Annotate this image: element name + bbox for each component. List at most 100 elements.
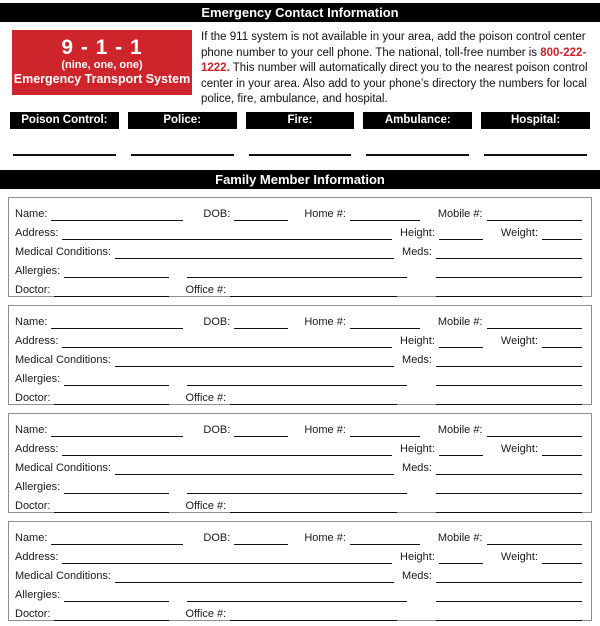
allergies-continued-field-line[interactable]	[187, 373, 408, 386]
meds-continued-field-line-2[interactable]	[436, 392, 582, 405]
meds-field-line[interactable]	[436, 462, 582, 475]
height-label: Height:	[400, 227, 435, 239]
doctor-field-line[interactable]	[54, 500, 170, 513]
home-phone-field-line[interactable]	[349, 208, 420, 221]
name-field-line[interactable]	[51, 208, 184, 221]
allergies-row: Allergies:	[15, 259, 582, 278]
family-member-block: Name: DOB: Home #: Mobile #: Address: He…	[8, 413, 592, 513]
doctor-field-line[interactable]	[54, 608, 170, 621]
doctor-field-line[interactable]	[54, 392, 170, 405]
weight-label: Weight:	[500, 443, 538, 455]
allergies-label: Allergies:	[15, 589, 61, 601]
medical-conditions-field-line[interactable]	[115, 570, 395, 583]
meds-label: Meds:	[402, 354, 432, 366]
name-label: Name:	[15, 424, 48, 436]
height-field-line[interactable]	[438, 335, 483, 348]
weight-field-line[interactable]	[542, 551, 582, 564]
allergies-field-line[interactable]	[64, 265, 170, 278]
address-field-line[interactable]	[62, 551, 393, 564]
weight-field-line[interactable]	[542, 443, 582, 456]
contact-column-ambulance: Ambulance:	[363, 112, 473, 156]
meds-continued-field-line-2[interactable]	[436, 284, 582, 297]
name-field-line[interactable]	[51, 532, 184, 545]
meds-continued-field-line[interactable]	[436, 265, 582, 278]
contact-column-police: Police:	[127, 112, 237, 156]
mobile-phone-field-line[interactable]	[486, 208, 582, 221]
name-label: Name:	[15, 532, 48, 544]
poison-control-field-line[interactable]	[13, 154, 116, 156]
address-field-line[interactable]	[62, 443, 393, 456]
medical-conditions-label: Medical Conditions:	[15, 570, 111, 582]
allergies-row: Allergies:	[15, 367, 582, 386]
police-label: Police:	[127, 112, 237, 129]
medical-conditions-field-line[interactable]	[115, 246, 395, 259]
office-phone-field-line[interactable]	[230, 284, 398, 297]
allergies-row: Allergies:	[15, 583, 582, 602]
office-phone-label: Office #:	[185, 608, 227, 620]
allergies-field-line[interactable]	[64, 589, 170, 602]
home-phone-field-line[interactable]	[349, 424, 420, 437]
emergency-contact-information-header: Emergency Contact Information	[0, 3, 600, 22]
height-field-line[interactable]	[438, 551, 483, 564]
medical-conditions-field-line[interactable]	[115, 354, 395, 367]
hospital-field-line[interactable]	[484, 154, 587, 156]
allergies-field-line[interactable]	[64, 481, 170, 494]
meds-label: Meds:	[402, 246, 432, 258]
allergies-label: Allergies:	[15, 481, 61, 493]
meds-continued-field-line-2[interactable]	[436, 500, 582, 513]
weight-field-line[interactable]	[542, 227, 582, 240]
meds-continued-field-line[interactable]	[436, 589, 582, 602]
ambulance-field-line[interactable]	[366, 154, 470, 156]
doctor-field-line[interactable]	[54, 284, 170, 297]
height-field-line[interactable]	[438, 443, 483, 456]
meds-field-line[interactable]	[436, 246, 582, 259]
family-member-information-title: Family Member Information	[215, 172, 385, 187]
office-phone-label: Office #:	[185, 500, 227, 512]
office-phone-label: Office #:	[185, 284, 227, 296]
fire-field-line[interactable]	[248, 154, 352, 156]
allergies-continued-field-line[interactable]	[187, 589, 408, 602]
poison-control-paragraph: If the 911 system is not available in yo…	[201, 30, 588, 105]
meds-continued-field-line[interactable]	[436, 373, 582, 386]
allergies-continued-field-line[interactable]	[187, 481, 408, 494]
dob-field-line[interactable]	[234, 424, 289, 437]
allergies-continued-field-line[interactable]	[187, 265, 408, 278]
office-phone-field-line[interactable]	[230, 500, 398, 513]
contact-column-fire: Fire:	[245, 112, 355, 156]
medical-conditions-row: Medical Conditions: Meds:	[15, 564, 582, 583]
office-phone-field-line[interactable]	[230, 608, 398, 621]
contact-column-poison-control: Poison Control:	[10, 112, 119, 156]
allergies-field-line[interactable]	[64, 373, 170, 386]
meds-label: Meds:	[402, 570, 432, 582]
meds-field-line[interactable]	[436, 354, 582, 367]
doctor-row: Doctor: Office #:	[15, 602, 582, 621]
address-row: Address: Height: Weight:	[15, 545, 582, 564]
medical-conditions-row: Medical Conditions: Meds:	[15, 240, 582, 259]
hospital-label: Hospital:	[481, 112, 590, 129]
name-field-line[interactable]	[51, 316, 184, 329]
office-phone-field-line[interactable]	[230, 392, 398, 405]
home-phone-field-line[interactable]	[349, 316, 420, 329]
address-field-line[interactable]	[62, 335, 393, 348]
dob-field-line[interactable]	[234, 532, 289, 545]
dob-field-line[interactable]	[234, 316, 289, 329]
police-field-line[interactable]	[130, 154, 234, 156]
meds-continued-field-line[interactable]	[436, 481, 582, 494]
meds-field-line[interactable]	[436, 570, 582, 583]
paragraph-text-after: This number will automatically direct yo…	[201, 62, 588, 106]
home-phone-label: Home #:	[304, 532, 346, 544]
dob-field-line[interactable]	[234, 208, 289, 221]
address-field-line[interactable]	[62, 227, 393, 240]
medical-conditions-field-line[interactable]	[115, 462, 395, 475]
mobile-phone-field-line[interactable]	[486, 316, 582, 329]
weight-field-line[interactable]	[542, 335, 582, 348]
medical-conditions-label: Medical Conditions:	[15, 354, 111, 366]
meds-continued-field-line-2[interactable]	[436, 608, 582, 621]
weight-label: Weight:	[500, 227, 538, 239]
name-field-line[interactable]	[51, 424, 184, 437]
height-field-line[interactable]	[438, 227, 483, 240]
home-phone-field-line[interactable]	[349, 532, 420, 545]
emergency-911-section: 9 - 1 - 1 (nine, one, one) Emergency Tra…	[12, 30, 588, 105]
mobile-phone-field-line[interactable]	[486, 532, 582, 545]
mobile-phone-field-line[interactable]	[486, 424, 582, 437]
